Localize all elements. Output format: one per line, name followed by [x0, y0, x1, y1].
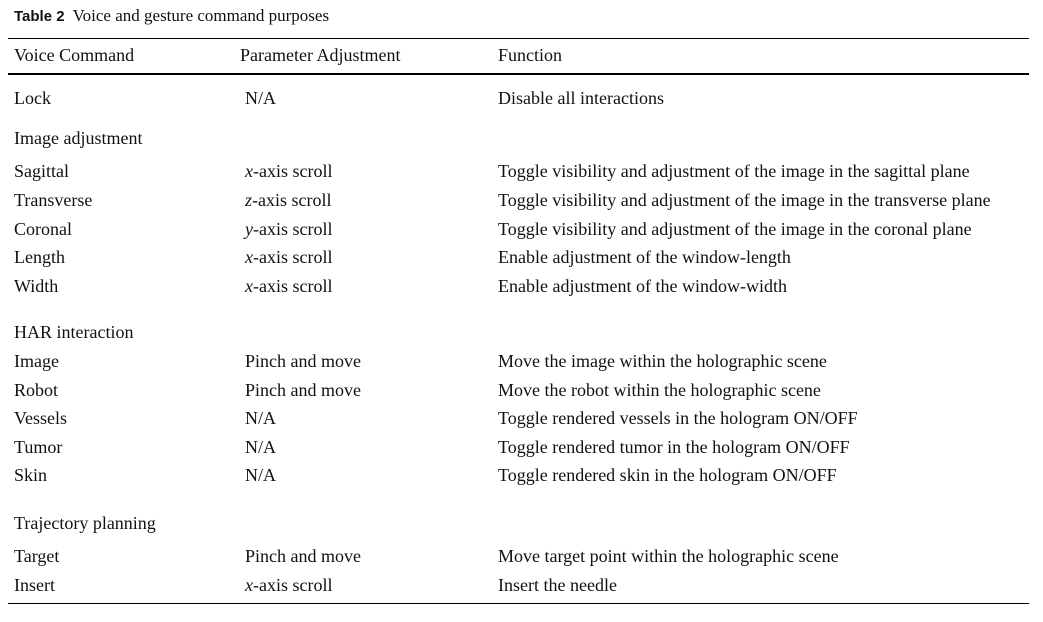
table-header-rule	[8, 73, 1029, 75]
parameter-text: -axis scroll	[253, 219, 333, 239]
cell-parameter-adjustment: N/A	[245, 436, 276, 458]
parameter-text: -axis scroll	[253, 247, 333, 267]
cell-voice-command: Skin	[14, 465, 48, 485]
cell-parameter-adjustment: z-axis scroll	[245, 189, 332, 211]
cell-function: Toggle visibility and adjustment of the …	[498, 219, 972, 239]
section-heading: HAR interaction	[14, 322, 134, 342]
parameter-text: Pinch and move	[245, 351, 361, 371]
cell-function: Toggle rendered tumor in the hologram ON…	[498, 437, 850, 457]
cell-voice-command: Vessels	[14, 408, 67, 428]
parameter-text: -axis scroll	[253, 276, 333, 296]
cell-function: Toggle rendered vessels in the hologram …	[498, 408, 858, 428]
cell-voice-command: Coronal	[14, 219, 72, 239]
table-caption: Table 2 Voice and gesture command purpose…	[14, 6, 329, 26]
cell-voice-command: Robot	[14, 380, 59, 400]
cell-function: Disable all interactions	[498, 88, 664, 108]
parameter-text: N/A	[245, 88, 276, 108]
cell-voice-command: Image	[14, 351, 59, 371]
cell-parameter-adjustment: N/A	[245, 87, 276, 109]
table-top-rule	[8, 38, 1029, 39]
section-heading: Trajectory planning	[14, 513, 156, 533]
cell-function: Toggle visibility and adjustment of the …	[498, 190, 991, 210]
cell-function: Move the image within the holographic sc…	[498, 351, 827, 371]
column-header-function: Function	[498, 45, 563, 65]
table-bottom-rule	[8, 603, 1029, 604]
column-header-parameter-adjustment: Parameter Adjustment	[240, 45, 401, 65]
axis-variable: x	[245, 161, 253, 181]
cell-function: Move target point within the holographic…	[498, 546, 839, 566]
cell-parameter-adjustment: x-axis scroll	[245, 160, 332, 182]
parameter-text: -axis scroll	[252, 190, 332, 210]
cell-function: Toggle visibility and adjustment of the …	[498, 161, 970, 181]
cell-parameter-adjustment: N/A	[245, 464, 276, 486]
parameter-text: Pinch and move	[245, 546, 361, 566]
axis-variable: x	[245, 575, 253, 595]
cell-parameter-adjustment: N/A	[245, 407, 276, 429]
cell-voice-command: Insert	[14, 575, 55, 595]
cell-parameter-adjustment: x-axis scroll	[245, 246, 332, 268]
cell-function: Move the robot within the holographic sc…	[498, 380, 821, 400]
parameter-text: Pinch and move	[245, 380, 361, 400]
parameter-text: -axis scroll	[253, 161, 333, 181]
cell-function: Enable adjustment of the window-width	[498, 276, 787, 296]
cell-parameter-adjustment: x-axis scroll	[245, 574, 332, 596]
axis-variable: z	[245, 190, 253, 210]
parameter-text: N/A	[245, 437, 276, 457]
axis-variable: x	[245, 247, 253, 267]
cell-voice-command: Transverse	[14, 190, 93, 210]
column-header-voice-command: Voice Command	[14, 45, 135, 65]
table-caption-text: Voice and gesture command purposes	[72, 6, 330, 25]
cell-function: Enable adjustment of the window-length	[498, 247, 791, 267]
cell-voice-command: Tumor	[14, 437, 63, 457]
parameter-text: N/A	[245, 465, 276, 485]
cell-parameter-adjustment: Pinch and move	[245, 545, 361, 567]
cell-voice-command: Sagittal	[14, 161, 69, 181]
table-label: Table 2	[14, 8, 65, 25]
cell-parameter-adjustment: Pinch and move	[245, 379, 361, 401]
cell-parameter-adjustment: y-axis scroll	[245, 218, 332, 240]
cell-parameter-adjustment: Pinch and move	[245, 350, 361, 372]
cell-voice-command: Length	[14, 247, 65, 267]
axis-variable: y	[245, 219, 253, 239]
section-heading: Image adjustment	[14, 128, 143, 148]
parameter-text: -axis scroll	[253, 575, 333, 595]
cell-function: Toggle rendered skin in the hologram ON/…	[498, 465, 837, 485]
cell-voice-command: Width	[14, 276, 59, 296]
cell-function: Insert the needle	[498, 575, 617, 595]
cell-voice-command: Target	[14, 546, 60, 566]
axis-variable: x	[245, 276, 253, 296]
cell-parameter-adjustment: x-axis scroll	[245, 275, 332, 297]
cell-voice-command: Lock	[14, 88, 51, 108]
parameter-text: N/A	[245, 408, 276, 428]
